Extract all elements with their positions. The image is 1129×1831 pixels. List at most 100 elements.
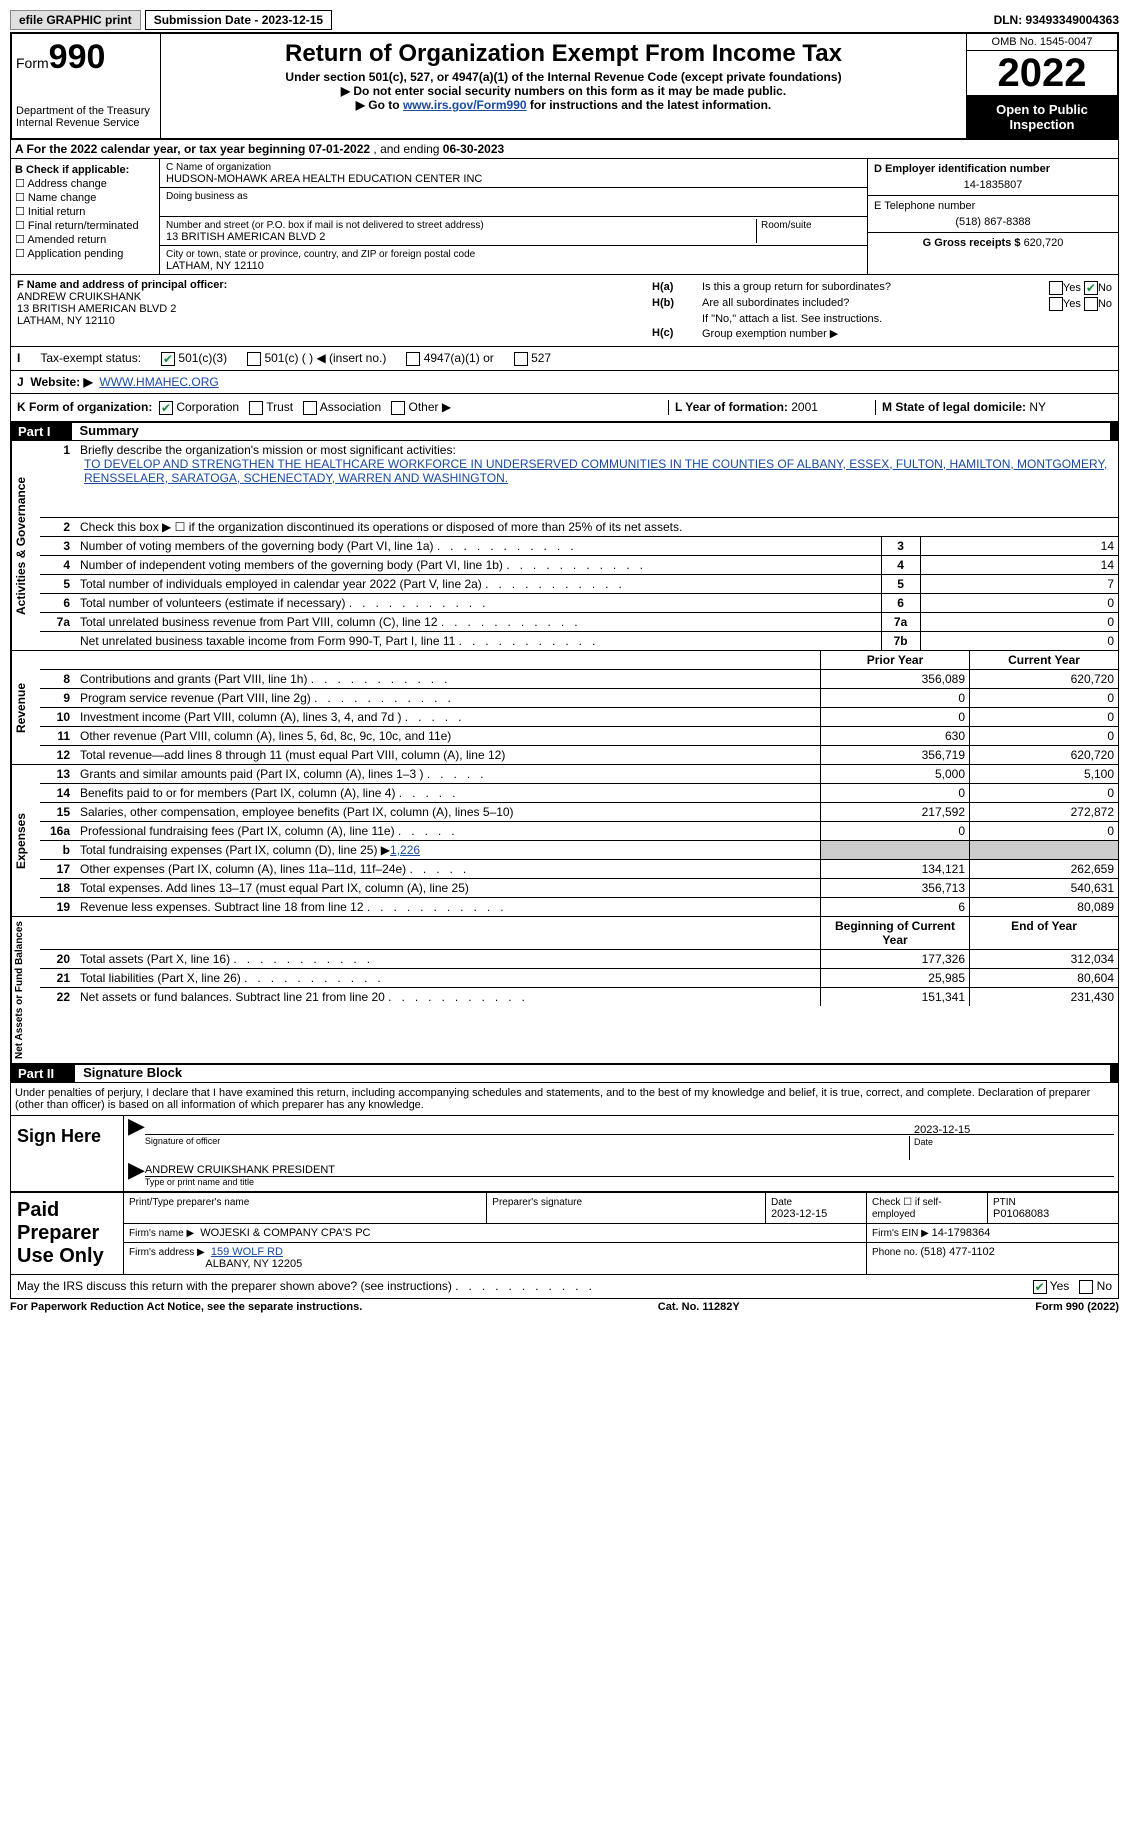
col-d-ein: D Employer identification number 14-1835… [867, 159, 1118, 274]
chk-name-change[interactable]: Name change [15, 191, 155, 204]
v7b: 0 [920, 631, 1118, 650]
v6: 0 [920, 593, 1118, 612]
v4: 14 [920, 555, 1118, 574]
gross-receipts: 620,720 [1024, 237, 1064, 249]
group-return-section: H(a) Is this a group return for subordin… [646, 275, 1118, 346]
p10: 0 [821, 707, 970, 726]
open-public-badge: Open to Public Inspection [967, 96, 1117, 138]
chk-501c[interactable] [247, 352, 261, 366]
treasury-dept: Department of the Treasury Internal Reve… [16, 105, 156, 129]
p11: 630 [821, 726, 970, 745]
dba-label: Doing business as [166, 191, 248, 202]
c9: 0 [970, 688, 1119, 707]
chk-527[interactable] [514, 352, 528, 366]
chk-amended-return[interactable]: Amended return [15, 233, 155, 246]
privacy-note: Do not enter social security numbers on … [165, 84, 962, 98]
org-address: 13 BRITISH AMERICAN BLVD 2 [166, 231, 325, 243]
chk-trust[interactable] [249, 401, 263, 415]
ptin: P01068083 [993, 1208, 1049, 1220]
p12: 356,719 [821, 745, 970, 764]
form-subtitle: Under section 501(c), 527, or 4947(a)(1)… [165, 70, 962, 84]
org-city: LATHAM, NY 12110 [166, 260, 264, 272]
side-net-assets: Net Assets or Fund Balances [11, 917, 40, 1063]
p21: 25,985 [821, 968, 970, 987]
form-header: Form990 Department of the Treasury Inter… [10, 32, 1119, 140]
chk-other[interactable] [391, 401, 405, 415]
firm-ein: 14-1798364 [932, 1227, 991, 1239]
tax-exempt-status: I Tax-exempt status: 501(c)(3) 501(c) ( … [10, 347, 1119, 371]
efile-print-button[interactable]: efile GRAPHIC print [10, 10, 141, 30]
tax-year: 2022 [967, 51, 1117, 96]
end-year-hdr: End of Year [970, 917, 1119, 950]
p14: 0 [821, 783, 970, 802]
c10: 0 [970, 707, 1119, 726]
chk-address-change[interactable]: Address change [15, 177, 155, 190]
chk-application-pending[interactable]: Application pending [15, 247, 155, 260]
signature-declaration: Under penalties of perjury, I declare th… [10, 1083, 1119, 1116]
website-link[interactable]: WWW.HMAHEC.ORG [99, 375, 218, 389]
room-suite-label: Room/suite [761, 220, 812, 231]
chk-final-return[interactable]: Final return/terminated [15, 219, 155, 232]
p17: 134,121 [821, 859, 970, 878]
c8: 620,720 [970, 669, 1119, 688]
form-of-org-row: K Form of organization: Corporation Trus… [10, 394, 1119, 422]
summary-activities: Activities & Governance 1 Briefly descri… [10, 441, 1119, 651]
paid-preparer-block: Paid Preparer Use Only Print/Type prepar… [10, 1192, 1119, 1275]
ha-yes[interactable] [1049, 281, 1063, 295]
p8: 356,089 [821, 669, 970, 688]
ha-no[interactable] [1084, 281, 1098, 295]
ein-value: 14-1835807 [874, 175, 1112, 191]
dln-number: DLN: 93493349004363 [994, 13, 1119, 27]
hb-yes[interactable] [1049, 297, 1063, 311]
col-c-org-info: C Name of organization HUDSON-MOHAWK ARE… [160, 159, 867, 274]
self-employed-check[interactable]: Check ☐ if self-employed [872, 1197, 942, 1220]
c11: 0 [970, 726, 1119, 745]
section-bcd: B Check if applicable: Address change Na… [10, 159, 1119, 275]
c19: 80,089 [970, 897, 1119, 916]
top-toolbar: efile GRAPHIC print Submission Date - 20… [10, 10, 1119, 30]
form-ref: Form 990 (2022) [1035, 1301, 1119, 1313]
p20: 177,326 [821, 949, 970, 968]
summary-netassets: Net Assets or Fund Balances Beginning of… [10, 917, 1119, 1064]
p16a: 0 [821, 821, 970, 840]
chk-4947[interactable] [406, 352, 420, 366]
line2-checkbox: Check this box ▶ ☐ if the organization d… [76, 517, 1118, 536]
signature-date: 2023-12-15 [914, 1124, 970, 1136]
submission-date: Submission Date - 2023-12-15 [145, 10, 332, 30]
c18: 540,631 [970, 878, 1119, 897]
form-title: Return of Organization Exempt From Incom… [165, 40, 962, 68]
v7a: 0 [920, 612, 1118, 631]
col-b-checkboxes: B Check if applicable: Address change Na… [11, 159, 160, 274]
section-fh: F Name and address of principal officer:… [10, 275, 1119, 347]
sig-arrow-icon: ▶ [128, 1120, 145, 1160]
c15: 272,872 [970, 802, 1119, 821]
summary-expenses: Expenses 13Grants and similar amounts pa… [10, 765, 1119, 917]
discuss-yes[interactable] [1033, 1280, 1047, 1294]
hb-no[interactable] [1084, 297, 1098, 311]
part1-header: Part I Summary [10, 422, 1119, 441]
website-row: J Website: ▶ WWW.HMAHEC.ORG [10, 371, 1119, 394]
c12: 620,720 [970, 745, 1119, 764]
state-domicile: NY [1029, 400, 1046, 414]
c21: 80,604 [970, 968, 1119, 987]
p18: 356,713 [821, 878, 970, 897]
catalog-number: Cat. No. 11282Y [658, 1301, 740, 1313]
chk-initial-return[interactable]: Initial return [15, 205, 155, 218]
c22: 231,430 [970, 987, 1119, 1006]
c13: 5,100 [970, 765, 1119, 784]
c20: 312,034 [970, 949, 1119, 968]
irs-discuss-row: May the IRS discuss this return with the… [10, 1275, 1119, 1299]
chk-corporation[interactable] [159, 401, 173, 415]
chk-association[interactable] [303, 401, 317, 415]
officer-name: ANDREW CRUIKSHANK PRESIDENT [145, 1164, 1114, 1176]
irs-link[interactable]: www.irs.gov/Form990 [403, 98, 527, 112]
v3: 14 [920, 536, 1118, 555]
chk-501c3[interactable] [161, 352, 175, 366]
principal-officer: F Name and address of principal officer:… [11, 275, 646, 346]
discuss-no[interactable] [1079, 1280, 1093, 1294]
c14: 0 [970, 783, 1119, 802]
firm-address: 159 WOLF RD [211, 1246, 283, 1258]
side-revenue: Revenue [11, 651, 40, 764]
paperwork-notice: For Paperwork Reduction Act Notice, see … [10, 1301, 362, 1313]
c17: 262,659 [970, 859, 1119, 878]
